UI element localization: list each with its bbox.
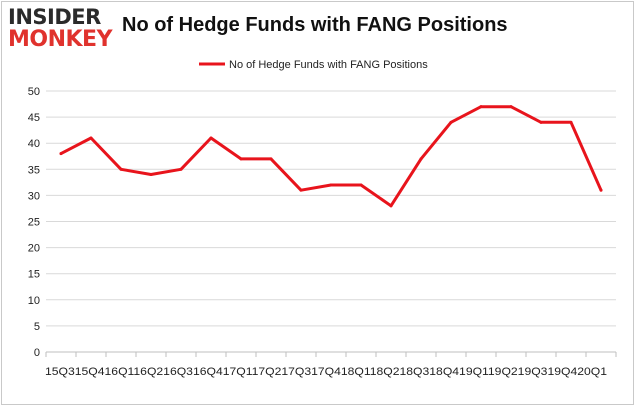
- logo-line-2: MONKEY: [8, 27, 113, 52]
- data-point-19Q1: [479, 105, 483, 109]
- data-point-17Q3: [299, 188, 303, 192]
- data-point-19Q3: [539, 120, 543, 124]
- y-tick-label-45: 45: [28, 112, 40, 124]
- data-point-20Q1: [599, 188, 603, 192]
- data-point-19Q2: [509, 105, 513, 109]
- y-tick-label-10: 10: [28, 295, 40, 307]
- data-point-15Q3: [59, 152, 63, 156]
- y-tick-label-30: 30: [28, 190, 40, 202]
- x-axis-labels: 15Q315Q416Q116Q216Q316Q417Q117Q217Q317Q4…: [45, 366, 607, 378]
- y-tick-label-0: 0: [34, 347, 40, 359]
- legend: No of Hedge Funds with FANG Positions: [199, 59, 428, 71]
- data-point-16Q4: [209, 136, 213, 140]
- data-point-19Q4: [569, 120, 573, 124]
- data-point-16Q3: [179, 167, 183, 171]
- y-tick-label-25: 25: [28, 217, 40, 229]
- data-point-16Q2: [149, 173, 153, 177]
- data-point-18Q4: [449, 120, 453, 124]
- logo-line-1: INSIDER: [8, 5, 101, 29]
- data-point-18Q3: [419, 157, 423, 161]
- data-point-15Q4: [89, 136, 93, 140]
- series-layer: [59, 105, 603, 208]
- legend-label: No of Hedge Funds with FANG Positions: [229, 59, 428, 71]
- data-point-17Q1: [239, 157, 243, 161]
- data-point-17Q2: [269, 157, 273, 161]
- axes: [45, 351, 617, 357]
- y-tick-label-15: 15: [28, 269, 40, 281]
- y-tick-label-20: 20: [28, 243, 40, 255]
- data-point-18Q2: [389, 204, 393, 208]
- y-tick-label-50: 50: [28, 86, 40, 98]
- data-point-16Q1: [119, 167, 123, 171]
- grid-lines: [46, 90, 616, 327]
- series-line: [59, 105, 603, 208]
- data-point-18Q1: [359, 183, 363, 187]
- y-tick-label-5: 5: [34, 321, 40, 333]
- y-tick-labels: 0 5 10 15 20 25 30 35 40 45 50: [28, 86, 40, 359]
- y-tick-label-40: 40: [28, 138, 40, 150]
- chart-title: No of Hedge Funds with FANG Positions: [122, 14, 508, 36]
- y-tick-label-35: 35: [28, 164, 40, 176]
- insider-monkey-logo: INSIDER MONKEY: [8, 6, 120, 52]
- data-point-17Q4: [329, 183, 333, 187]
